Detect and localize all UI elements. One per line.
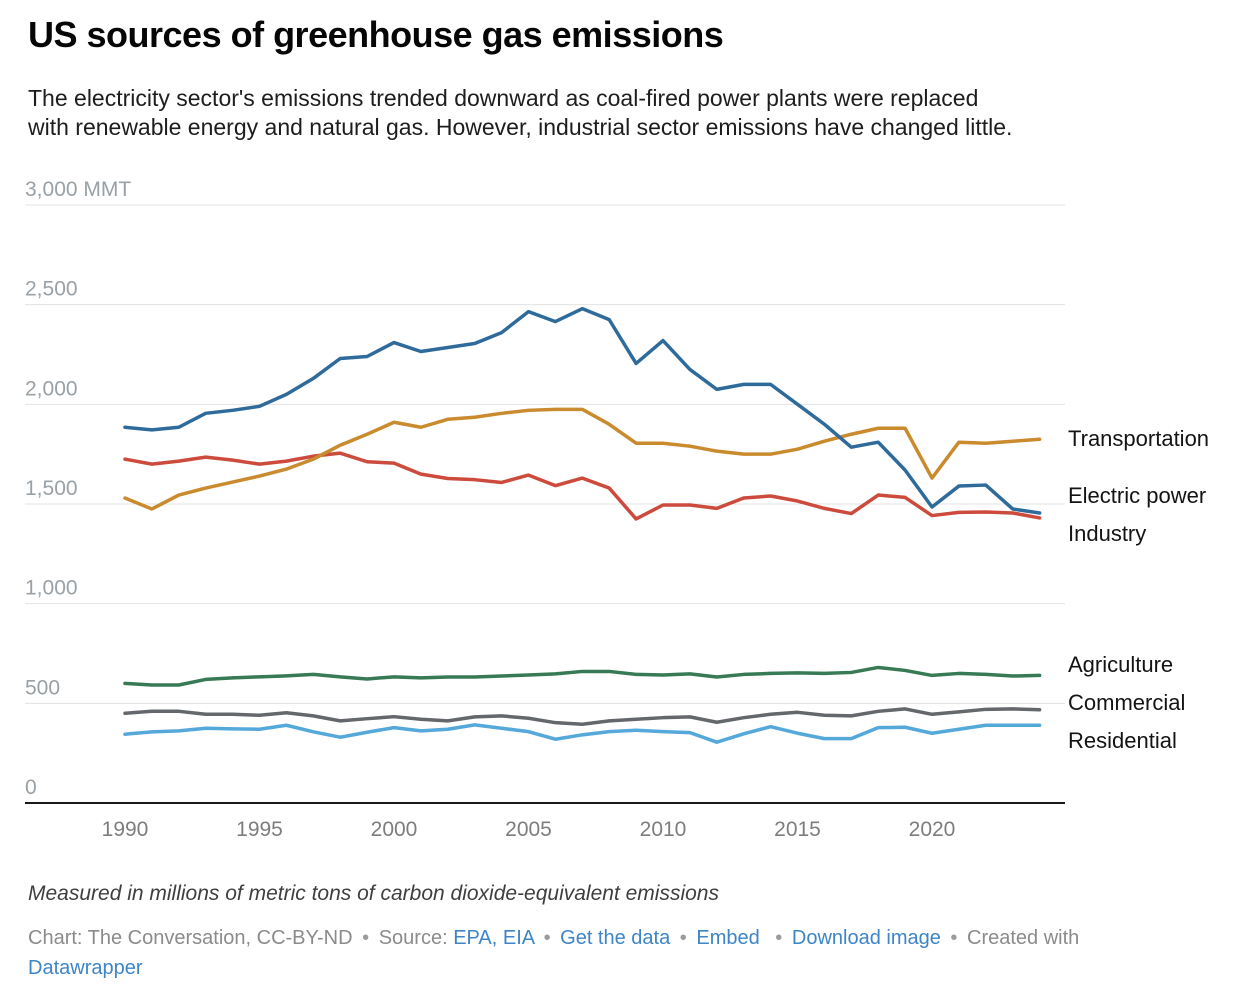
chart-subtitle-line1: The electricity sector's emissions trend… [28,85,979,111]
series-line-transportation [123,407,1042,511]
series-label-industry: Industry [1068,521,1147,547]
chart-credit: Chart: The Conversation, CC-BY-ND [28,927,353,949]
chart-footer: Measured in millions of metric tons of c… [28,882,1228,983]
bullet-separator: • [679,927,687,949]
y-axis-label: 0 [25,776,37,799]
series-line-commercial [123,707,1042,727]
y-axis-label: 2,500 [25,278,78,301]
series-label-agriculture: Agriculture [1068,652,1174,678]
x-axis-label: 2015 [774,818,821,841]
get-the-data-link[interactable]: Get the data [560,927,671,949]
bullet-separator: • [775,927,783,949]
series-label-commercial: Commercial [1068,690,1186,716]
datawrapper-link[interactable]: Datawrapper [28,957,143,979]
chart-subtitle-line2: with renewable energy and natural gas. H… [28,114,1013,140]
page-title: US sources of greenhouse gas emissions [28,14,724,55]
y-axis-label: 1,000 [25,577,78,600]
x-axis-label: 2010 [640,818,687,841]
y-axis-label: 500 [25,676,60,699]
series-line-industry [123,451,1042,521]
bullet-separator: • [543,927,551,949]
x-axis-label: 2020 [909,818,956,841]
y-axis-label: 2,000 [25,377,78,400]
download-image-link[interactable]: Download image [791,927,941,949]
series-line-electric-power [123,306,1042,515]
series-line-residential [123,723,1042,744]
bullet-separator: • [950,927,958,949]
source-label: Source: [378,927,448,949]
created-with-text: Created with [967,927,1080,949]
series-line-agriculture [123,665,1042,687]
x-axis-label: 2000 [371,818,418,841]
credits-line: Chart: The Conversation, CC-BY-ND • Sour… [28,923,1228,983]
y-axis-label: 1,500 [25,477,78,500]
x-axis-label: 2005 [505,818,552,841]
x-axis-label: 1995 [236,818,283,841]
measurement-note: Measured in millions of metric tons of c… [28,882,719,905]
series-label-electric-power: Electric power [1068,483,1207,509]
series-label-residential: Residential [1068,728,1177,754]
source-link-epa-eia[interactable]: EPA, EIA [453,927,534,949]
y-axis-label: 3,000 MMT [25,178,131,201]
series-label-transportation: Transportation [1068,426,1210,452]
bullet-separator: • [362,927,370,949]
x-axis-label: 1990 [102,818,149,841]
embed-link[interactable]: Embed [696,927,760,949]
chart-subtitle: The electricity sector's emissions trend… [28,84,1233,142]
